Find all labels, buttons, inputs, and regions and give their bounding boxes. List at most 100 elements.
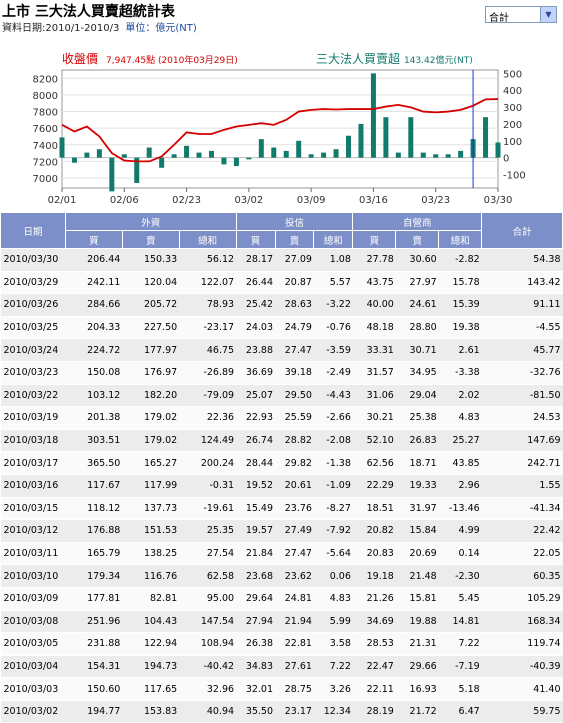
table-cell: 82.81 [122, 587, 180, 611]
table-cell: 179.34 [65, 564, 123, 588]
net-bar [84, 152, 90, 158]
table-cell: 204.33 [65, 316, 123, 340]
table-cell: 4.83 [438, 406, 482, 430]
table-cell: 2010/03/16 [0, 474, 66, 498]
table-cell: -0.31 [179, 474, 237, 498]
net-bar [346, 135, 352, 158]
table-cell: 20.83 [352, 542, 396, 566]
col-trust-sell: 賣 [274, 230, 315, 249]
table-cell: 117.99 [122, 474, 180, 498]
net-bar [296, 140, 302, 158]
table-cell: 25.35 [179, 519, 237, 543]
table-cell: 2010/03/18 [0, 429, 66, 453]
table-cell: 12.34 [313, 700, 353, 723]
table-cell: 118.12 [65, 497, 123, 521]
table-cell: 284.66 [65, 293, 123, 317]
table-cell: -19.61 [179, 497, 237, 521]
table-cell: 40.00 [352, 293, 396, 317]
table-cell: 231.88 [65, 632, 123, 656]
net-buy-value: 143.42億元(NT) [404, 54, 473, 66]
net-bar [208, 150, 214, 158]
table-cell: 150.08 [65, 361, 123, 385]
net-bar [146, 147, 152, 158]
table-cell: 2010/03/23 [0, 361, 66, 385]
table-cell: 2010/03/25 [0, 316, 66, 340]
table-cell: 5.99 [313, 610, 353, 634]
table-cell: 22.36 [179, 406, 237, 430]
table-cell: 117.67 [65, 474, 123, 498]
table-cell: 108.94 [179, 632, 237, 656]
category-select[interactable]: 合計 ▼ [485, 6, 557, 24]
table-cell: 25.42 [236, 293, 276, 317]
y-right-tick-label: 200 [503, 120, 522, 131]
table-cell: -2.30 [438, 564, 482, 588]
chevron-down-icon[interactable]: ▼ [540, 7, 556, 22]
y-left-tick-label: 7800 [33, 108, 58, 119]
table-cell: 19.33 [395, 474, 439, 498]
net-bar [258, 139, 264, 158]
table-cell: 117.65 [122, 677, 180, 701]
table-cell: 28.17 [236, 248, 276, 272]
table-cell: 182.20 [122, 384, 180, 408]
table-cell: 30.21 [352, 406, 396, 430]
table-cell: 119.74 [481, 632, 563, 656]
table-cell: 365.50 [65, 451, 123, 475]
y-right-tick-label: 400 [503, 86, 522, 97]
table-cell: 28.82 [275, 429, 314, 453]
table-cell: 251.96 [65, 610, 123, 634]
table-cell: 0.06 [313, 564, 353, 588]
table-cell: 120.04 [122, 271, 180, 295]
table-cell: 25.38 [395, 406, 439, 430]
table-cell: 22.93 [236, 406, 276, 430]
table-cell: 137.73 [122, 497, 180, 521]
net-bar [271, 147, 277, 158]
table-row: 2010/03/24 224.72 177.97 46.75 23.88 27.47 -3.… [0, 338, 563, 362]
net-bar [283, 150, 289, 158]
table-cell: -81.50 [481, 384, 563, 408]
table-cell: 36.69 [236, 361, 276, 385]
table-cell: -3.38 [438, 361, 482, 385]
table-cell: 165.27 [122, 451, 180, 475]
x-tick-label: 03/16 [359, 195, 388, 206]
net-bar [358, 123, 364, 158]
col-trust: 投信 [235, 212, 354, 231]
y-right-tick-label: 300 [503, 103, 522, 114]
table-row: 2010/03/08 251.96 104.43 147.54 27.94 21.94 5.… [0, 610, 563, 634]
col-foreign-sell: 賣 [121, 230, 180, 249]
data-period: 資料日期:2010/1-2010/3 單位：億元(NT) [2, 19, 197, 34]
table-cell: 2010/03/22 [0, 384, 66, 408]
table-cell: 30.71 [395, 338, 439, 362]
table-cell: 31.57 [352, 361, 396, 385]
table-cell: 194.77 [65, 700, 123, 723]
col-dealer-sum: 總和 [438, 230, 483, 249]
table-cell: 27.54 [179, 542, 237, 566]
table-cell: 3.26 [313, 677, 353, 701]
col-total: 合計 [481, 212, 563, 249]
x-tick-label: 02/23 [172, 195, 201, 206]
table-cell: -13.46 [438, 497, 482, 521]
unit-text: 單位：億元(NT) [125, 23, 197, 34]
table-row: 2010/03/12 176.88 151.53 25.35 19.57 27.49 -7.… [0, 519, 563, 543]
net-bar [134, 157, 140, 183]
table-cell: -79.09 [179, 384, 237, 408]
table-cell: 2.61 [438, 338, 482, 362]
table-cell: 103.12 [65, 384, 123, 408]
net-bar [221, 157, 227, 165]
price-netbuy-chart: 7000 7200 7400 7600 7800 8000 8200 -100 0 100 200 3… [33, 51, 526, 206]
net-bar [395, 152, 401, 158]
table-cell: -26.89 [179, 361, 237, 385]
table-row: 2010/03/03 150.60 117.65 32.96 32.01 28.75 3.2… [0, 677, 563, 701]
table-cell: 25.07 [236, 384, 276, 408]
table-cell: 30.60 [395, 248, 439, 272]
table-cell: 16.93 [395, 677, 439, 701]
table-cell: 122.94 [122, 632, 180, 656]
table-cell: 27.97 [395, 271, 439, 295]
table-cell: 45.77 [481, 338, 563, 362]
table-cell: 124.49 [179, 429, 237, 453]
table-cell: 2010/03/19 [0, 406, 66, 430]
close-line [61, 98, 499, 163]
table-cell: -1.09 [313, 474, 353, 498]
table-cell: -2.66 [313, 406, 353, 430]
table-cell: 143.42 [481, 271, 563, 295]
table-cell: 206.44 [65, 248, 123, 272]
